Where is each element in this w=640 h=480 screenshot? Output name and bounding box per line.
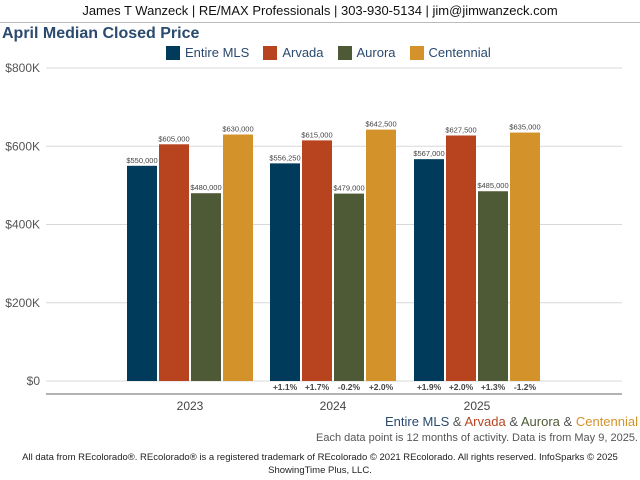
bar	[223, 134, 253, 381]
bar	[478, 191, 508, 381]
series-color-key: Entire MLS & Arvada & Aurora & Centennia…	[385, 414, 638, 429]
data-label: $485,000	[477, 181, 508, 190]
data-label: $479,000	[333, 184, 364, 193]
legend-label: Arvada	[282, 45, 324, 60]
legend-swatch	[263, 45, 278, 60]
bar	[334, 193, 364, 381]
legend-item-centennial[interactable]: Centennial	[409, 45, 491, 60]
change-label: +1.7%	[305, 382, 330, 392]
bar	[270, 163, 300, 381]
data-label: $627,500	[445, 125, 476, 134]
bar	[366, 129, 396, 381]
key-separator: &	[452, 414, 462, 429]
data-label: $635,000	[509, 123, 540, 132]
key-separator: &	[563, 414, 573, 429]
bar	[159, 144, 189, 381]
bar	[414, 159, 444, 381]
change-label: -0.2%	[338, 382, 361, 392]
chart-title: April Median Closed Price	[2, 25, 200, 42]
legend-swatch	[337, 45, 352, 60]
bar-chart: $0 $200K $400K $600K $800K $550,000 $605,000 $4…	[5, 61, 622, 412]
footer-copyright: All data from REcolorado®. REcolorado® i…	[0, 451, 640, 477]
y-tick-label: $600K	[5, 139, 40, 153]
data-label: $567,000	[413, 149, 444, 158]
key-separator: &	[509, 414, 518, 429]
x-tick-label: 2023	[177, 399, 204, 412]
data-label: $480,000	[190, 183, 221, 192]
bar	[446, 135, 476, 381]
bar	[191, 193, 221, 381]
change-label: -1.2%	[514, 382, 537, 392]
data-label: $556,250	[269, 153, 300, 162]
change-label: +2.0%	[369, 382, 394, 392]
y-tick-label: $0	[27, 374, 41, 388]
key-entire-mls: Entire MLS	[384, 414, 450, 429]
data-label: $615,000	[301, 130, 332, 139]
legend-label: Entire MLS	[185, 45, 250, 60]
change-label: +1.9%	[417, 382, 442, 392]
change-label: +1.3%	[481, 382, 506, 392]
y-tick-label: $400K	[5, 218, 40, 232]
key-aurora: Aurora	[520, 414, 560, 429]
data-label: $642,500	[365, 120, 396, 129]
data-note: Each data point is 12 months of activity…	[315, 432, 638, 444]
header-contact: James T Wanzeck | RE/MAX Professionals |…	[0, 0, 640, 23]
change-label: +2.0%	[449, 382, 474, 392]
data-label: $605,000	[158, 134, 189, 143]
change-label: +1.1%	[273, 382, 298, 392]
legend-item-entire-mls[interactable]: Entire MLS	[166, 45, 249, 60]
bar	[127, 165, 157, 381]
data-label: $550,000	[126, 156, 157, 165]
chart-legend: Entire MLS Arvada Aurora Centennial	[166, 45, 491, 60]
data-label: $630,000	[222, 125, 253, 134]
bar	[510, 132, 540, 381]
legend-swatch	[166, 45, 180, 60]
bar	[302, 140, 332, 381]
x-tick-label: 2024	[320, 399, 347, 412]
legend-label: Aurora	[356, 45, 396, 60]
legend-swatch	[409, 45, 424, 60]
key-arvada: Arvada	[464, 414, 506, 429]
legend-item-aurora[interactable]: Aurora	[337, 45, 396, 60]
key-centennial: Centennial	[575, 414, 638, 429]
y-tick-label: $800K	[5, 61, 40, 75]
footer-line-1: All data from REcolorado®. REcolorado® i…	[22, 452, 618, 463]
legend-item-arvada[interactable]: Arvada	[263, 45, 324, 60]
x-tick-label: 2025	[464, 399, 491, 412]
footer-line-2: ShowingTime Plus, LLC.	[268, 465, 372, 476]
y-tick-label: $200K	[5, 296, 40, 310]
legend-label: Centennial	[428, 45, 491, 60]
